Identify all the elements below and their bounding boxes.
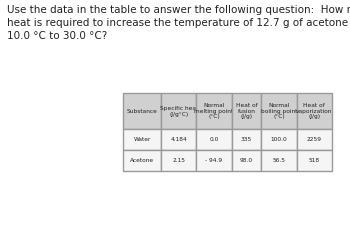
Text: Use the data in the table to answer the following question:  How much
heat is re: Use the data in the table to answer the …	[7, 5, 350, 41]
